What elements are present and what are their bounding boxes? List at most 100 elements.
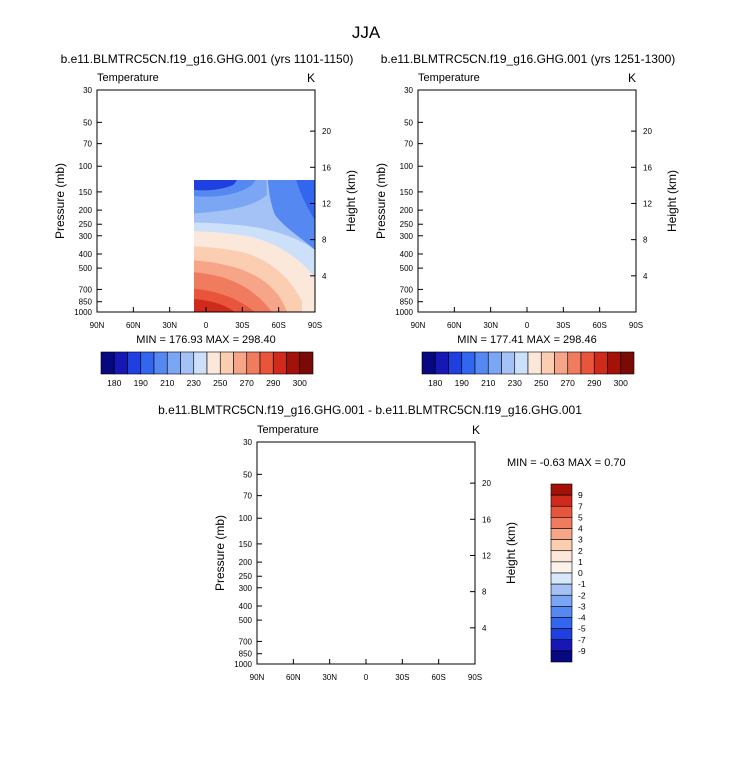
- colorbar-box: [550, 639, 573, 652]
- colorbar-box: [219, 351, 234, 375]
- colorbar-box: [550, 505, 573, 518]
- colorbar-box: [299, 351, 314, 375]
- colorbar-box: [100, 351, 115, 375]
- panel-2-frame: [417, 89, 637, 313]
- positive-patch-4: [423, 573, 456, 664]
- colorbar-box: [272, 351, 287, 375]
- contour-band-270: [418, 246, 623, 312]
- panel-3-title: b.e11.BLMTRC5CN.f19_g16.GHG.001 - b.e11.…: [158, 403, 582, 417]
- y-axis-label: Pressure (mb): [374, 163, 388, 239]
- contour-band-230: [418, 90, 636, 312]
- y-tick-label: 1000: [74, 308, 92, 317]
- positive-patch-1: [262, 521, 323, 664]
- y-tick-label: 300: [79, 232, 93, 241]
- colorbar-box: [127, 351, 142, 375]
- colorbar-label: 4: [578, 524, 583, 534]
- colorbar-box: [461, 351, 476, 375]
- colorbar-label: 210: [481, 378, 495, 388]
- x-tick-label: 30S: [556, 321, 570, 330]
- panel-3-frame: [256, 441, 476, 665]
- contour-band-250: [418, 222, 636, 312]
- colorbar-box: [448, 351, 463, 375]
- panel-2-left-label: Temperature: [418, 72, 480, 84]
- colorbar-label: -5: [578, 624, 586, 634]
- contour-band-260: [418, 231, 636, 312]
- contour-band-polar-1: [589, 90, 637, 250]
- y-tick-label: 200: [79, 206, 93, 215]
- panel-2-right-label: K: [628, 71, 636, 85]
- colorbar-box: [514, 351, 529, 375]
- x-tick-label: 60S: [593, 321, 607, 330]
- panel-2-title: b.e11.BLMTRC5CN.f19_g16.GHG.001 (yrs 125…: [381, 52, 676, 66]
- contour-band-280: [418, 260, 608, 312]
- colorbar-box: [607, 351, 622, 375]
- y-tick-label: 700: [239, 637, 253, 646]
- height-tick-label: 16: [322, 163, 331, 172]
- panel-3-stats: MIN = -0.63 MAX = 0.70: [507, 457, 626, 469]
- contour-band-200: [194, 180, 237, 191]
- height-tick-label: 20: [482, 479, 491, 488]
- y-tick-label: 400: [239, 602, 253, 611]
- colorbar-box: [140, 351, 155, 375]
- x-tick-label: 30N: [322, 673, 337, 682]
- panel-2-stats: MIN = 177.41 MAX = 298.46: [457, 334, 596, 346]
- y-axis-label-right: Height (km): [504, 522, 518, 584]
- y-axis-label-right: Height (km): [665, 170, 679, 232]
- colorbar-box: [550, 550, 573, 563]
- y-tick-label: 850: [239, 650, 253, 659]
- panel-2-field: [418, 90, 636, 312]
- y-tick-label: 200: [400, 206, 414, 215]
- y-tick-label: 200: [239, 558, 253, 567]
- colorbar-box: [550, 583, 573, 596]
- panel-1-field: [194, 90, 315, 312]
- contour-band-polar-3: [618, 90, 636, 150]
- height-tick-label: 8: [322, 236, 327, 245]
- figure-title: JJA: [352, 23, 381, 42]
- height-tick-label: 20: [322, 127, 331, 136]
- y-tick-label: 1000: [234, 660, 252, 669]
- height-tick-label: 8: [482, 588, 487, 597]
- x-tick-label: 90S: [629, 321, 643, 330]
- panel-3: b.e11.BLMTRC5CN.f19_g16.GHG.001 - b.e11.…: [158, 403, 626, 682]
- colorbar-box: [550, 517, 573, 529]
- panel-3-left-label: Temperature: [257, 424, 319, 436]
- x-tick-label: 30S: [395, 673, 409, 682]
- height-tick-label: 8: [643, 236, 648, 245]
- colorbar-label: 0: [578, 568, 583, 578]
- colorbar-box: [153, 351, 168, 375]
- x-tick-label: 90S: [308, 321, 322, 330]
- colorbar-box: [550, 483, 573, 496]
- height-tick-label: 12: [482, 551, 491, 560]
- y-tick-label: 500: [400, 264, 414, 273]
- contour-band-polar-4: [305, 90, 315, 112]
- y-tick-label: 100: [79, 162, 93, 171]
- colorbar-box: [550, 650, 573, 663]
- y-tick-label: 1000: [395, 308, 413, 317]
- y-tick-label: 850: [79, 298, 93, 307]
- panel-1-right-label: K: [307, 71, 315, 85]
- height-tick-label: 4: [643, 272, 648, 281]
- x-tick-label: 60S: [272, 321, 286, 330]
- x-tick-label: 30S: [235, 321, 249, 330]
- colorbar-label: 2: [578, 546, 583, 556]
- y-tick-label: 250: [400, 220, 414, 229]
- colorbar-label: 180: [107, 378, 121, 388]
- y-tick-label: 850: [400, 298, 414, 307]
- y-tick-label: 500: [239, 616, 253, 625]
- y-tick-label: 70: [243, 492, 252, 501]
- panel-1: b.e11.BLMTRC5CN.f19_g16.GHG.001 (yrs 110…: [53, 52, 358, 388]
- colorbar-label: 180: [428, 378, 442, 388]
- panel-1-left-label: Temperature: [97, 72, 159, 84]
- colorbar-label: 290: [587, 378, 601, 388]
- y-tick-label: 700: [79, 285, 93, 294]
- colorbar-box: [487, 351, 502, 375]
- x-tick-label: 90S: [468, 673, 482, 682]
- y-axis-label: Pressure (mb): [213, 515, 227, 591]
- colorbar-label: -2: [578, 590, 586, 600]
- colorbar-box: [540, 351, 555, 375]
- y-tick-label: 70: [83, 140, 92, 149]
- y-tick-label: 100: [400, 162, 414, 171]
- y-tick-label: 30: [404, 86, 413, 95]
- colorbar-box: [580, 351, 595, 375]
